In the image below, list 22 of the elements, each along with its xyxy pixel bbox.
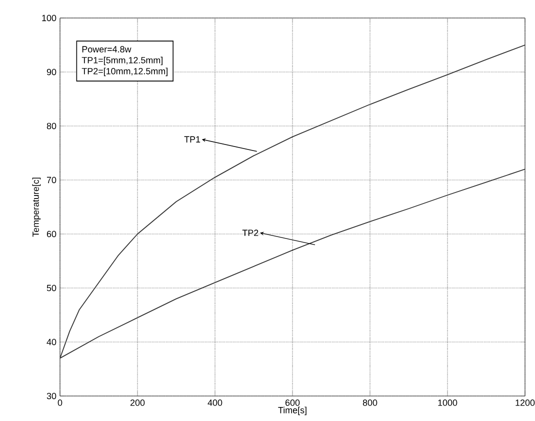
y-tick-label: 70 [46,176,56,184]
x-tick-label: 200 [130,400,145,406]
annotation: TP2=[10mm,12.5mm] [82,68,168,76]
x-tick-label: 400 [208,400,222,406]
annotation: TP1=[5mm,12.5mm] [82,56,162,66]
x-axis-title: Time[s] [278,406,306,416]
x-tick-label: 1200 [516,400,535,406]
x-tick-label: 600 [285,400,300,406]
annotation: TP2 [242,230,258,236]
y-tick-label: 90 [46,68,56,76]
x-tick-label: 1000 [438,400,458,406]
annotation: TP1 [184,136,200,142]
y-tick-label: 100 [42,14,56,22]
x-tick-label: 0 [58,400,62,406]
y-axis-title: Temperature[c] [32,178,41,237]
y-tick-label: 50 [46,284,56,292]
y-tick-label: 30 [46,392,56,400]
y-tick-label: 40 [46,338,56,346]
y-tick-label: 60 [46,230,56,238]
y-tick-label: 80 [46,122,56,130]
annotation: Power=4.8w [82,46,132,52]
x-tick-label: 800 [362,400,378,406]
